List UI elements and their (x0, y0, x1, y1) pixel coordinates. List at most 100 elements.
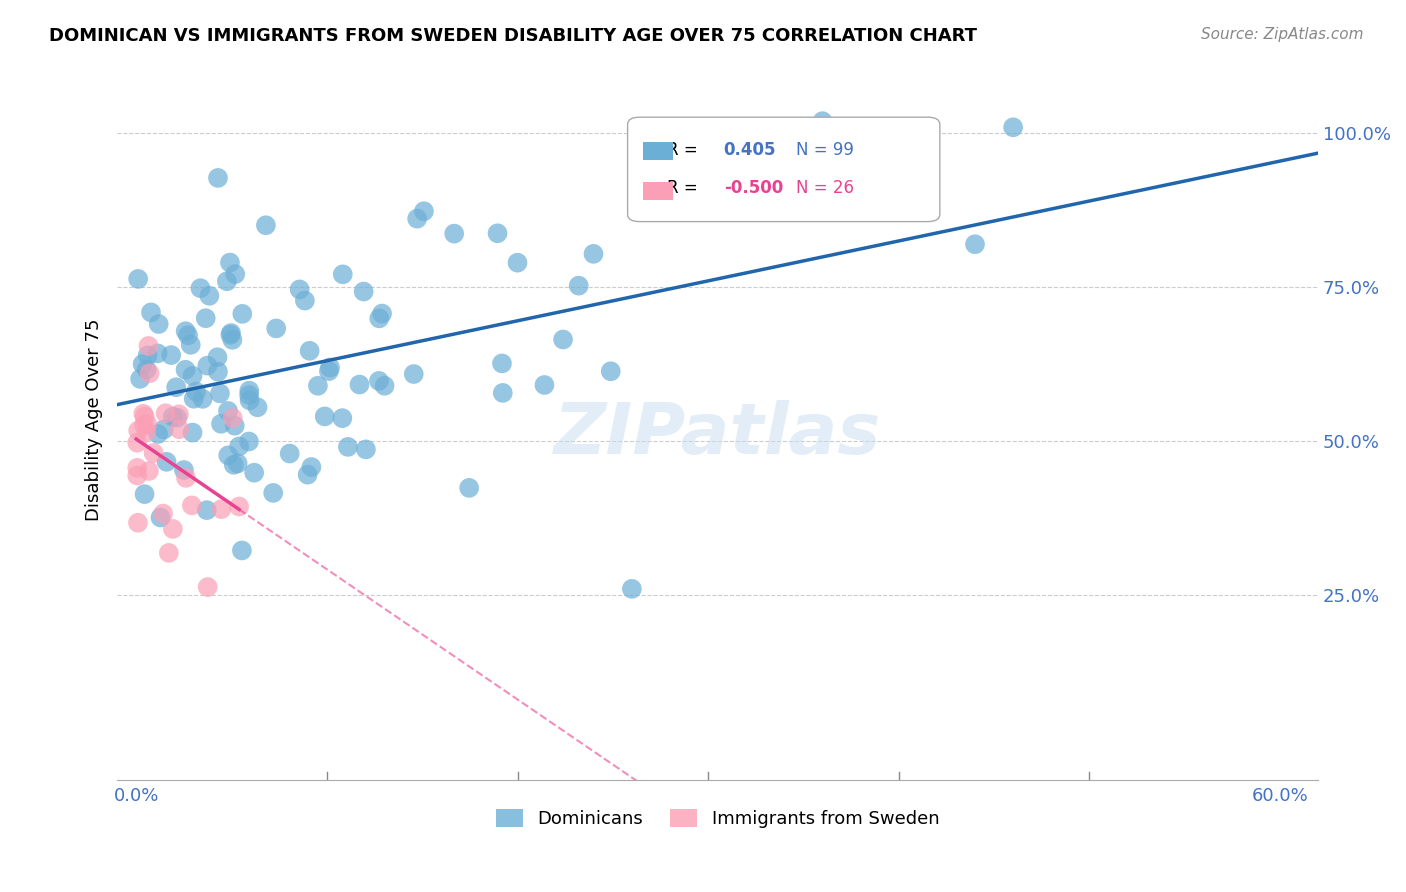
Point (246, 401, 269, 415)
Point (146, 427, 169, 442)
FancyBboxPatch shape (643, 182, 673, 200)
Point (131, 357, 153, 371)
Point (146, 346, 169, 360)
Point (208, 386, 231, 401)
Point (224, 267, 246, 281)
Text: 60.0%: 60.0% (1251, 787, 1309, 805)
Point (174, 471, 197, 485)
Point (127, 461, 149, 475)
Point (238, 434, 260, 449)
Point (332, 268, 354, 282)
Point (209, 502, 232, 516)
Point (134, 487, 156, 501)
Point (139, 305, 162, 319)
Point (620, 582, 643, 596)
Point (298, 343, 321, 358)
Point (1002, 120, 1025, 135)
Point (231, 543, 253, 558)
Point (177, 328, 200, 343)
Text: R =: R = (668, 141, 697, 159)
Point (374, 378, 396, 392)
FancyBboxPatch shape (627, 117, 939, 221)
Point (413, 204, 436, 219)
Point (195, 503, 218, 517)
Point (239, 393, 262, 408)
Point (198, 289, 221, 303)
Point (222, 411, 245, 425)
Point (368, 374, 391, 388)
Point (491, 356, 513, 370)
Point (191, 392, 214, 406)
Point (568, 278, 591, 293)
Point (174, 363, 197, 377)
Point (336, 440, 359, 454)
Point (636, 200, 658, 214)
Point (492, 385, 515, 400)
Point (174, 324, 197, 338)
Point (135, 425, 157, 439)
Point (190, 281, 212, 295)
Point (134, 409, 156, 424)
Point (162, 409, 184, 424)
Point (402, 367, 425, 381)
Text: -0.500: -0.500 (724, 178, 783, 197)
Point (319, 360, 342, 375)
Point (215, 274, 238, 288)
Point (165, 380, 187, 394)
Point (297, 467, 319, 482)
Point (254, 219, 277, 233)
Point (406, 211, 429, 226)
Point (224, 418, 246, 433)
Point (228, 439, 250, 453)
Point (167, 407, 190, 421)
Point (314, 409, 336, 424)
Point (155, 406, 177, 420)
Point (148, 317, 170, 331)
Point (219, 255, 242, 269)
Point (136, 348, 159, 362)
Point (278, 446, 301, 460)
Point (207, 350, 229, 364)
Point (551, 333, 574, 347)
Point (135, 362, 157, 376)
Point (127, 272, 149, 286)
Text: 0.405: 0.405 (724, 141, 776, 159)
Point (183, 392, 205, 406)
Point (132, 407, 155, 421)
Point (166, 410, 188, 425)
Point (458, 481, 481, 495)
Text: R =: R = (668, 178, 697, 197)
Point (138, 366, 160, 380)
Text: ZIPatlas: ZIPatlas (554, 400, 882, 468)
Point (217, 404, 239, 418)
Point (582, 247, 605, 261)
Point (162, 522, 184, 536)
Point (127, 468, 149, 483)
Point (349, 377, 371, 392)
Point (368, 311, 391, 326)
FancyBboxPatch shape (643, 143, 673, 161)
Point (180, 499, 202, 513)
Point (299, 460, 322, 475)
Point (149, 510, 172, 524)
Point (195, 359, 218, 373)
Point (330, 411, 353, 425)
Point (160, 348, 183, 362)
Point (294, 293, 316, 308)
Point (963, 237, 986, 252)
Point (353, 285, 375, 299)
Point (217, 448, 239, 462)
Point (152, 507, 174, 521)
Point (127, 516, 149, 530)
Point (181, 368, 204, 383)
Point (486, 227, 509, 241)
Point (184, 384, 207, 399)
Point (307, 378, 329, 392)
Text: 0.0%: 0.0% (114, 787, 159, 805)
Point (219, 326, 242, 340)
Point (262, 486, 284, 500)
Point (197, 580, 219, 594)
Point (226, 457, 249, 471)
Point (142, 446, 165, 460)
Point (138, 339, 160, 353)
